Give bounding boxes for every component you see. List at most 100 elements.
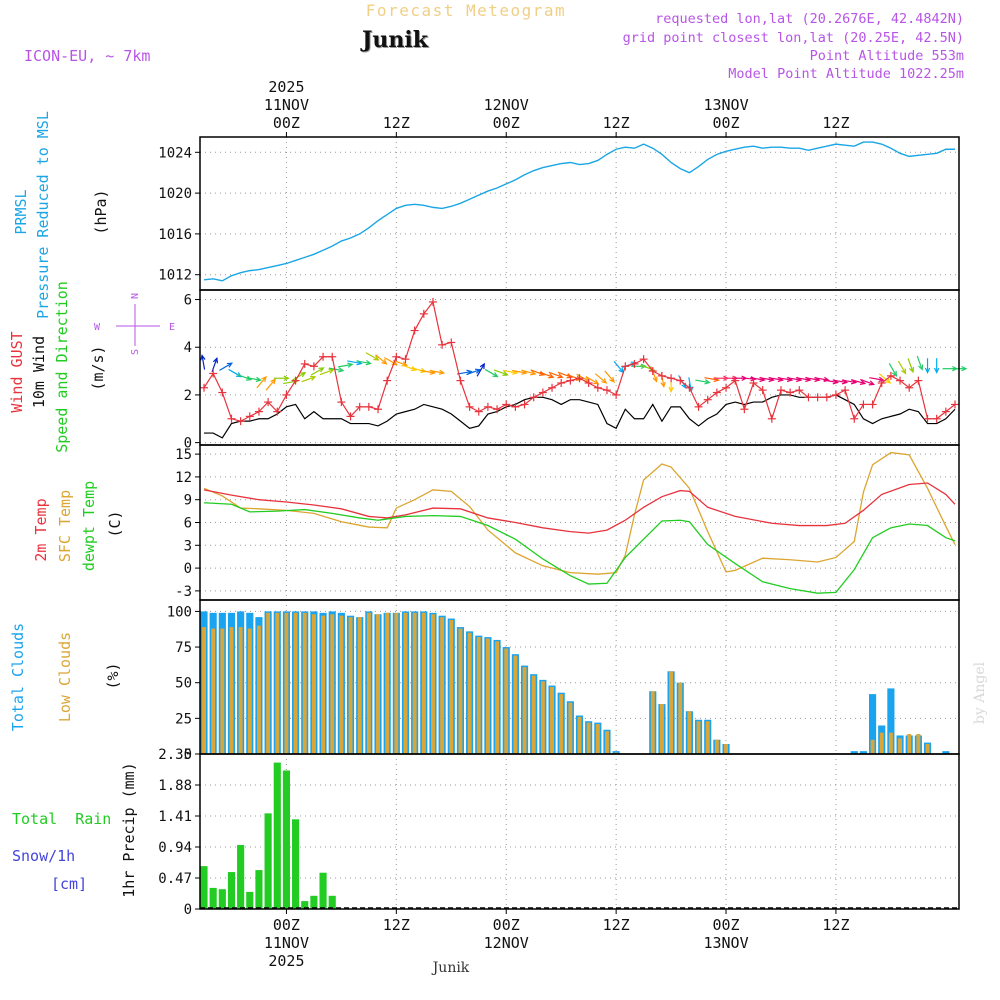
wind-arrow [493,369,509,376]
wind-arrow [356,360,372,366]
gust-marker [374,405,383,414]
bottom-time-label: 11NOV [264,934,309,952]
low-cloud-bar [568,702,573,754]
wind-arrow [869,376,885,383]
temp-label-sfc: SFC Temp [56,490,74,562]
gust-marker [200,383,208,392]
low-cloud-bar [330,614,335,754]
clouds-tick-label: 0 [184,747,192,763]
wind-arrow [365,352,380,361]
low-cloud-bar [678,682,683,754]
gust-marker [813,393,822,402]
wind-arrow [246,376,262,383]
gust-marker [923,414,932,423]
clouds-panel: 0 25 50 75 100 [167,599,960,763]
model-label: ICON-EU, ~ 7km [24,47,150,65]
gust-marker [712,388,721,397]
wind-arrow [888,363,898,378]
low-cloud-bar [357,617,362,754]
wind-arrow [219,362,234,371]
wind-arrow [594,373,608,384]
low-cloud-bar [916,734,921,754]
rain-bar [200,866,208,909]
gust-marker [575,374,584,383]
chart-panels: 10121016102010240246-3036912150255075100… [158,136,968,918]
temperature-tick-label: 15 [175,447,192,463]
gust-marker [941,407,950,416]
gust-marker [795,386,804,395]
gust-marker [896,376,905,385]
clouds-tick-label: 50 [175,676,192,692]
gust-marker [282,390,291,399]
low-cloud-bar [550,686,554,754]
gust-marker [914,376,923,385]
wind-arrow [585,376,600,385]
clouds-tick-label: 75 [175,640,192,656]
gust-marker [273,407,282,416]
low-cloud-bar [705,721,710,754]
compass-east: E [169,322,175,333]
gust-marker [520,400,529,409]
gust-marker [841,386,850,395]
low-cloud-bar [311,614,316,754]
pressure-frame [199,136,960,291]
wind-arrow [539,371,555,379]
wind-arrow [273,375,290,381]
low-cloud-bar [256,625,261,754]
rain-bar [328,895,336,909]
low-cloud-bar [403,612,408,754]
low-cloud-bar [385,612,390,754]
gust-marker [392,352,401,361]
gust-marker [227,414,236,423]
wind-arrow [933,358,940,374]
rain-bar [209,887,217,909]
pressure-tick-label: 1012 [158,268,192,284]
rain-bar [255,870,263,909]
low-cloud-bar [284,612,289,754]
rain-bar [292,819,300,909]
low-cloud-bar [595,724,600,754]
wind-arrow [924,358,931,374]
low-cloud-bar [659,704,664,754]
watermark: by Angel [972,661,988,724]
gust-marker [456,376,465,385]
wind-arrow [429,369,446,375]
gust-marker [529,393,538,402]
low-cloud-bar [687,711,692,754]
location-title: Junik [360,27,429,53]
pressure-tick-label: 1024 [158,145,192,161]
wind-arrow [402,364,418,372]
rain-bar [301,901,309,909]
gust-marker [465,402,474,411]
bottom-time-label: 12Z [383,916,410,934]
bottom-time-label: 00Z [273,916,300,934]
gust-marker [877,379,886,387]
wind-arrow [907,358,915,374]
low-cloud-bar [376,614,380,754]
bottom-time-label: 00Z [712,916,739,934]
low-cloud-bar [266,612,271,754]
low-cloud-bar [879,732,884,754]
gust-marker [401,355,410,364]
temperature-tick-label: -3 [175,584,192,600]
pressure-label-prmsl: PRMSL [12,189,30,234]
wind-arrow [860,378,876,386]
pressure-label-msl: Pressure Reduced to MSL [34,111,52,319]
gust-marker [264,398,273,407]
low-cloud-bar [348,617,353,754]
wind-arrow [319,368,335,376]
gust-marker [483,402,492,411]
wind-arrow [338,362,354,368]
requested-point: requested lon,lat (20.2676E, 42.4842N) [655,11,964,27]
low-cloud-bar [275,612,280,754]
bottom-time-label: 12Z [603,916,630,934]
gust-marker [300,359,309,368]
grid-point: grid point closest lon,lat (20.25E, 42.5… [623,30,964,46]
gust-marker [831,390,840,399]
gust-marker [868,400,877,409]
wind-10m-line [204,394,956,439]
precip-tick-label: 1.41 [158,809,192,825]
temperature-tick-label: 12 [175,470,192,486]
gust-marker [328,352,337,361]
